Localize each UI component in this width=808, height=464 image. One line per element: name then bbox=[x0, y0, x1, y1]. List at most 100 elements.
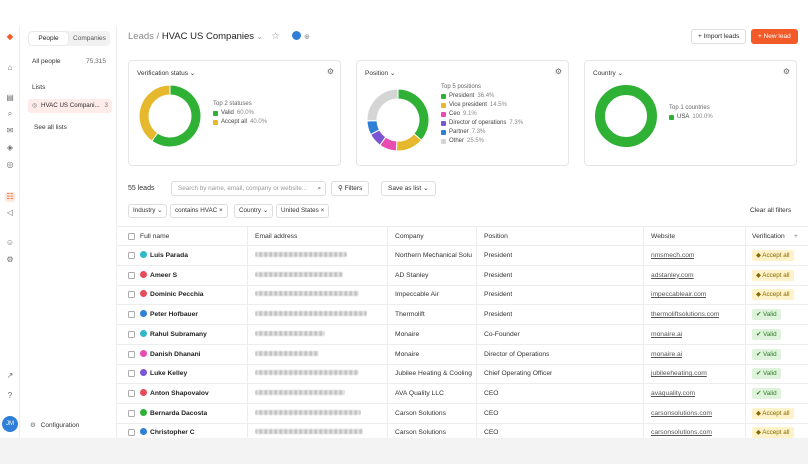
add-column-icon[interactable]: + bbox=[794, 233, 798, 240]
help-icon[interactable]: ? bbox=[7, 391, 13, 400]
close-icon[interactable]: × bbox=[218, 207, 223, 214]
tab-people[interactable]: People bbox=[29, 32, 68, 45]
filter-chip-country[interactable]: Country ⌄ bbox=[234, 204, 274, 218]
website-link[interactable]: thermoliftsolutions.com bbox=[651, 311, 720, 319]
website-link[interactable]: jubileeheating.com bbox=[651, 370, 707, 378]
column-email[interactable]: Email address bbox=[255, 233, 298, 240]
see-all-lists-link[interactable]: See all lists bbox=[34, 124, 67, 131]
all-people-count: 75,315 bbox=[86, 58, 106, 65]
breadcrumb: Leads / HVAC US Companies ⌄ ☆ ⊕ bbox=[128, 31, 310, 42]
lead-name-cell[interactable]: Luis Parada bbox=[140, 246, 188, 265]
breadcrumb-leads[interactable]: Leads bbox=[128, 31, 154, 42]
status-label: Valid bbox=[763, 389, 777, 397]
settings-icon[interactable]: ⚙ bbox=[6, 255, 14, 264]
table-row[interactable]: Rahul Subramany Monaire Co-Founder monaire.… bbox=[117, 325, 808, 345]
column-verification[interactable]: Verification bbox=[752, 233, 785, 240]
position-cell: President bbox=[484, 291, 513, 299]
table-row[interactable]: Danish Dhanani Monaire Director of Operati… bbox=[117, 345, 808, 365]
share-icon[interactable] bbox=[292, 31, 302, 40]
sidebar-item-hvac-list[interactable]: ◎ HVAC US Compani... 3 bbox=[28, 99, 112, 113]
rocket-icon[interactable]: ↗ bbox=[6, 371, 14, 380]
gear-icon[interactable]: ⚙ bbox=[326, 67, 334, 76]
table-row[interactable]: Peter Hofbauer Thermolift President thermol… bbox=[117, 305, 808, 326]
row-checkbox[interactable] bbox=[128, 330, 135, 338]
sidebar-item-all-people[interactable]: All people bbox=[32, 58, 61, 65]
leads-icon[interactable]: ☷ bbox=[5, 192, 15, 202]
column-full-name[interactable]: Full name bbox=[140, 233, 170, 240]
save-as-list-button[interactable]: Save as list ⌄ bbox=[381, 181, 436, 196]
table-row[interactable]: Ameer S AD Stanley President adstanley.com ◆… bbox=[117, 266, 808, 286]
lead-name-cell[interactable]: Danish Dhanani bbox=[140, 345, 201, 364]
filter-chip-industry[interactable]: Industry ⌄ bbox=[128, 204, 168, 218]
table-row[interactable]: Luke Kelley Jubilee Heating & Cooling Chie… bbox=[117, 364, 808, 385]
table-row[interactable]: Bernarda Dacosta Carson Solutions CEO carso… bbox=[117, 404, 808, 424]
website-link[interactable]: adstanley.com bbox=[651, 271, 694, 279]
lead-name-cell[interactable]: Peter Hofbauer bbox=[140, 305, 198, 324]
row-checkbox[interactable] bbox=[128, 370, 135, 378]
lead-name-cell[interactable]: Dominic Pecchia bbox=[140, 285, 204, 304]
building-icon[interactable]: ▤ bbox=[6, 93, 14, 102]
website-link[interactable]: monaire.ai bbox=[651, 330, 683, 338]
row-checkbox[interactable] bbox=[128, 350, 135, 358]
column-position[interactable]: Position bbox=[484, 233, 508, 240]
website-link[interactable]: avaquality.com bbox=[651, 389, 696, 397]
website-link[interactable]: monaire.ai bbox=[651, 350, 683, 358]
table-row[interactable]: Luis Parada Northern Mechanical Solu Presi… bbox=[117, 246, 808, 266]
row-checkbox[interactable] bbox=[128, 429, 135, 437]
tab-companies[interactable]: Companies bbox=[73, 35, 106, 42]
gear-icon[interactable]: ⚙ bbox=[782, 67, 790, 76]
people-search-icon[interactable]: ⌕ bbox=[7, 109, 13, 118]
close-icon[interactable]: × bbox=[320, 207, 325, 214]
home-icon[interactable]: ⌂ bbox=[7, 63, 13, 72]
search-input[interactable]: Search by name, email, company or websit… bbox=[171, 181, 326, 196]
lead-name-cell[interactable]: Rahul Subramany bbox=[140, 325, 207, 344]
add-member-icon[interactable]: ⊕ bbox=[304, 34, 310, 41]
verification-card-title[interactable]: Verification status ⌄ bbox=[137, 70, 196, 77]
table-row[interactable]: Dominic Pecchia Impeccable Air President im… bbox=[117, 285, 808, 306]
country-card-title[interactable]: Country ⌄ bbox=[593, 70, 624, 77]
brand-logo-icon[interactable]: ◆ bbox=[6, 32, 14, 41]
column-website[interactable]: Website bbox=[651, 233, 676, 240]
lead-name-cell[interactable]: Christopher C bbox=[140, 423, 195, 442]
website-link[interactable]: nmsmech.com bbox=[651, 252, 695, 259]
website-link[interactable]: carsonsolutions.com bbox=[651, 429, 712, 437]
lead-name-cell[interactable]: Luke Kelley bbox=[140, 364, 187, 383]
filter-chip-hvac[interactable]: contains HVAC × bbox=[170, 204, 228, 218]
website-link[interactable]: carsonsolutions.com bbox=[651, 409, 712, 417]
user-avatar[interactable]: JM bbox=[2, 416, 18, 432]
verification-cell: ✔ Valid bbox=[752, 384, 781, 403]
configuration-link[interactable]: ⚙ Configuration bbox=[30, 421, 79, 429]
team-icon[interactable]: ☺ bbox=[5, 238, 15, 247]
position-cell: President bbox=[484, 252, 513, 259]
target-icon[interactable]: ◎ bbox=[6, 160, 14, 169]
chevron-down-icon[interactable]: ⌄ bbox=[256, 34, 263, 41]
layers-icon[interactable]: ◈ bbox=[6, 143, 14, 152]
clear-all-filters-button[interactable]: Clear all filters bbox=[750, 207, 792, 214]
lead-avatar-icon bbox=[140, 251, 147, 258]
gear-icon[interactable]: ⚙ bbox=[554, 67, 562, 76]
megaphone-icon[interactable]: ◁ bbox=[6, 208, 14, 217]
lead-name-cell[interactable]: Ameer S bbox=[140, 266, 177, 285]
lead-name-cell[interactable]: Anton Shapovalov bbox=[140, 384, 209, 403]
country-donut-chart bbox=[595, 85, 657, 147]
website-link[interactable]: impeccableair.com bbox=[651, 291, 707, 299]
row-checkbox[interactable] bbox=[128, 409, 135, 417]
import-leads-button[interactable]: + Import leads bbox=[691, 29, 747, 44]
row-checkbox[interactable] bbox=[128, 311, 135, 319]
star-icon[interactable]: ☆ bbox=[271, 31, 280, 42]
table-row[interactable]: Anton Shapovalov AVA Quality LLC CEO avaqua… bbox=[117, 384, 808, 404]
row-checkbox[interactable] bbox=[128, 271, 135, 279]
mail-icon[interactable]: ✉ bbox=[6, 126, 14, 135]
lead-avatar-icon bbox=[140, 408, 147, 416]
select-all-checkbox[interactable] bbox=[128, 233, 135, 240]
search-icon[interactable]: ⌕ bbox=[317, 185, 321, 192]
row-checkbox[interactable] bbox=[128, 252, 135, 259]
position-card-title[interactable]: Position ⌄ bbox=[365, 70, 396, 77]
filter-chip-united-states[interactable]: United States × bbox=[276, 204, 330, 218]
new-lead-button[interactable]: + New lead bbox=[751, 29, 798, 44]
row-checkbox[interactable] bbox=[128, 389, 135, 397]
column-company[interactable]: Company bbox=[395, 233, 424, 240]
filters-button[interactable]: ⚲ Filters bbox=[331, 181, 370, 196]
lead-name-cell[interactable]: Bernarda Dacosta bbox=[140, 404, 207, 423]
row-checkbox[interactable] bbox=[128, 291, 135, 299]
